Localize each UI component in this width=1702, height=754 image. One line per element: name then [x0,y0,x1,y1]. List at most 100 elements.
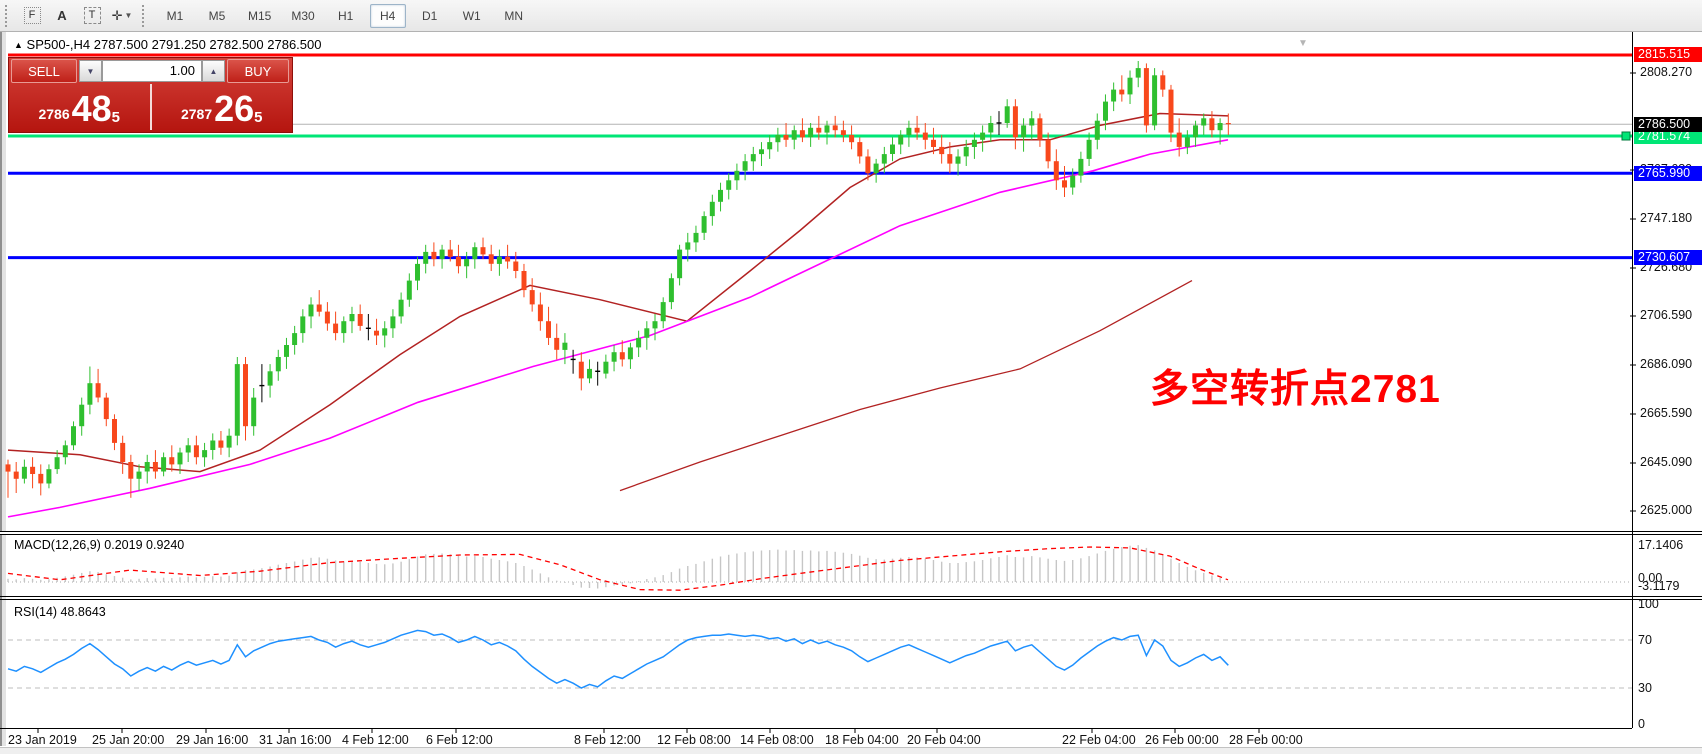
candle-body [1021,125,1027,138]
candle-body [5,464,11,472]
candle-body [1045,139,1051,162]
rsi-tick-100: 100 [1638,597,1659,611]
candle-body [46,469,52,484]
pane-separator[interactable] [0,531,1702,535]
candle-body [136,471,142,479]
candle-body [677,249,683,279]
price-tick: 2747.180 [1640,211,1693,225]
text-box-icon[interactable]: T [80,4,104,28]
price-tick: 2808.270 [1640,65,1693,79]
price-badge-2786.500: 2786.500 [1634,117,1702,132]
buy-price-small: 2787 [180,106,213,122]
candle-body [587,368,592,379]
candle-body [1119,89,1125,95]
candle-body [849,135,855,143]
volume-down-button[interactable]: ▼ [79,60,102,82]
candle-body [177,452,183,465]
candle-body [357,314,363,326]
scroll-end-marker-icon[interactable]: ▼ [1298,38,1308,49]
buy-quote[interactable]: 2787 26 5 [152,84,293,130]
buy-button[interactable]: BUY [227,59,289,83]
candle-body [406,280,412,300]
candle-body [120,442,126,462]
volume-input[interactable]: 1.00 [102,60,202,82]
macd-signal-line [7,546,1229,591]
hline-handle[interactable] [1621,131,1631,141]
candle-body [210,440,216,450]
candle-body [71,426,76,446]
candle-body [112,419,117,443]
candle-body [881,154,887,164]
fast-ma-line [7,112,1229,473]
candle-body [1201,118,1207,126]
candle-body [718,189,723,202]
time-tick: 6 Feb 12:00 [426,733,493,747]
candle-body [906,127,912,135]
candle-body [529,290,535,305]
timeframe-button-h1[interactable]: H1 [338,8,354,23]
candle-body [955,156,961,164]
candle-body [799,130,805,138]
candle-body [161,457,167,472]
candle-body [521,271,527,291]
macd-cur-tick: -3.1179 [1638,579,1680,593]
indicator-grid-icon[interactable]: F [20,4,44,28]
timeframe-button-m30[interactable]: M30 [291,8,315,23]
candle-body [627,347,633,360]
candle-body [79,404,85,427]
timeframe-button-m5[interactable]: M5 [208,8,226,23]
collapse-triangle-icon[interactable]: ▲ [14,40,23,50]
candle-body [1168,89,1174,133]
candle-body [922,132,928,140]
macd-max-tick: 17.1406 [1638,538,1684,552]
candle-body [267,371,273,386]
candle-body [226,435,232,448]
timeframe-button-d1[interactable]: D1 [422,8,438,23]
toolbar-grip-2[interactable] [142,4,149,27]
candle-body [505,256,511,262]
candle-body [652,321,658,329]
buy-price-big: 26 [214,88,255,129]
candle-body [54,457,60,470]
candle-body [275,357,281,372]
candle-body [644,328,650,338]
timeframe-button-mn[interactable]: MN [504,8,524,23]
volume-up-button[interactable]: ▲ [202,60,225,82]
candle-body [390,316,396,329]
candle-body [30,466,36,474]
rsi-label: RSI(14) 48.8643 [14,605,106,619]
sell-price-big: 48 [71,88,112,129]
candle-body [611,352,617,362]
macd-label: MACD(12,26,9) 0.2019 0.9240 [14,538,185,552]
candle-body [603,361,609,374]
time-tick: 4 Feb 12:00 [342,733,409,747]
timeframe-button-m1[interactable]: M1 [166,8,184,23]
rsi-tick-70: 70 [1638,633,1652,647]
candle-body [13,471,19,479]
candle-body [1184,137,1190,147]
chart-annotation-text: 多空转折点2781 [1150,368,1441,411]
timeframe-button-w1[interactable]: W1 [462,8,481,23]
timeframe-button-h4[interactable]: H4 [369,3,406,28]
timeframe-button-m15[interactable]: M15 [248,8,272,23]
price-badge-2765.990: 2765.990 [1634,166,1702,181]
candle-body [947,154,953,164]
candle-body [685,242,691,250]
objects-icon[interactable]: ✛ ▼ [111,7,133,23]
text-label-icon[interactable]: A [57,8,67,23]
candle-body [840,130,846,135]
candle-body [472,247,478,260]
sell-button[interactable]: SELL [11,59,77,83]
toolbar-grip[interactable] [5,4,12,27]
candle-body [513,261,519,271]
sell-quote[interactable]: 2786 48 5 [9,84,152,130]
candle-body [1193,125,1198,138]
candle-body [128,462,134,479]
price-badge-2815.515: 2815.515 [1634,47,1702,62]
one-click-trading-panel: SELL ▼ 1.00 ▲ BUY 2786 48 5 2787 26 5 [8,57,293,133]
chart-area[interactable] [0,32,1702,746]
candle-body [62,445,68,458]
candle-body [480,247,486,255]
